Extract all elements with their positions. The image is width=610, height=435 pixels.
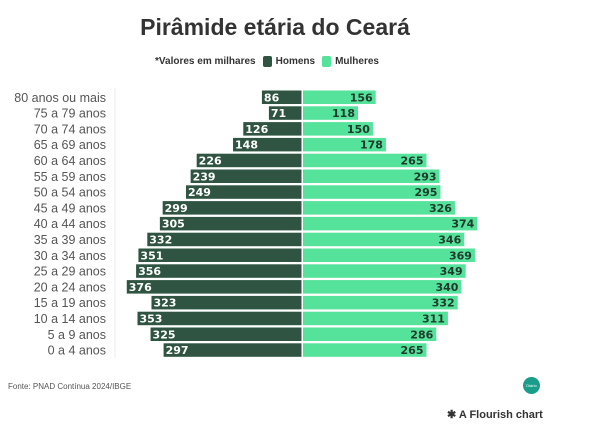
data-label-mulheres: 369	[449, 249, 472, 262]
bar-mulheres[interactable]	[303, 343, 427, 357]
data-label-mulheres: 311	[422, 312, 445, 325]
y-tick-label: 70 a 74 anos	[34, 122, 106, 136]
bar-homens[interactable]	[150, 327, 302, 342]
legend: *Valores em milhares Homens Mulheres	[155, 56, 379, 67]
data-label-mulheres: 265	[401, 344, 424, 357]
y-tick-label: 0 a 4 anos	[48, 344, 106, 358]
y-tick-label: 75 a 79 anos	[34, 107, 106, 121]
y-tick-label: 45 a 49 anos	[34, 201, 106, 215]
bar-homens[interactable]	[136, 264, 302, 278]
data-label-mulheres: 118	[332, 107, 355, 120]
bar-homens[interactable]	[261, 90, 302, 105]
data-label-homens: 239	[193, 170, 216, 183]
y-tick-label: 60 a 64 anos	[34, 154, 106, 168]
y-tick-label: 55 a 59 anos	[34, 170, 106, 184]
bar-homens[interactable]	[138, 248, 302, 263]
bar-homens[interactable]	[147, 232, 302, 247]
flourish-icon: ✱	[447, 409, 457, 421]
y-tick-label: 10 a 14 anos	[34, 312, 106, 326]
bar-mulheres[interactable]	[303, 232, 465, 247]
bar-mulheres[interactable]	[303, 106, 358, 120]
y-tick-label: 40 a 44 anos	[34, 217, 106, 231]
bar-homens[interactable]	[151, 295, 302, 310]
data-label-mulheres: 340	[435, 281, 458, 294]
bar-mulheres[interactable]	[303, 122, 373, 136]
bar-homens[interactable]	[185, 185, 302, 199]
chart-title: Pirâmide etária do Ceará	[140, 14, 410, 40]
bar-homens[interactable]	[163, 343, 302, 357]
legend-swatch-homens	[262, 56, 272, 67]
data-label-mulheres: 265	[401, 154, 424, 167]
y-tick-label: 35 a 39 anos	[34, 233, 106, 247]
bar-mulheres[interactable]	[303, 185, 441, 199]
data-label-mulheres: 156	[350, 91, 373, 104]
y-tick-label: 50 a 54 anos	[34, 186, 106, 200]
data-label-homens: 249	[188, 186, 211, 199]
y-tick-label: 5 a 9 anos	[48, 328, 106, 342]
data-label-homens: 356	[138, 265, 161, 278]
data-label-mulheres: 178	[360, 139, 383, 152]
data-label-homens: 376	[129, 281, 152, 294]
data-label-mulheres: 349	[440, 265, 463, 278]
data-label-mulheres: 295	[415, 186, 438, 199]
legend-swatch-mulheres	[322, 56, 332, 67]
y-tick-label: 20 a 24 anos	[34, 280, 106, 294]
data-label-mulheres: 346	[438, 233, 461, 246]
y-tick-label: 65 a 69 anos	[34, 138, 106, 152]
data-label-homens: 126	[245, 123, 268, 136]
bar-homens[interactable]	[243, 122, 302, 136]
bar-mulheres[interactable]	[303, 90, 376, 105]
bar-homens[interactable]	[126, 280, 302, 294]
data-label-homens: 299	[165, 202, 188, 215]
bar-mulheres[interactable]	[303, 248, 475, 263]
bar-mulheres[interactable]	[303, 169, 440, 184]
y-tick-label: 80 anos ou mais	[14, 91, 106, 105]
data-label-homens: 332	[149, 233, 172, 246]
data-label-homens: 226	[199, 154, 222, 167]
data-label-mulheres: 150	[347, 123, 370, 136]
data-label-mulheres: 293	[414, 170, 437, 183]
subtitle: *Valores em milhares	[155, 56, 256, 67]
y-tick-label: 30 a 34 anos	[34, 249, 106, 263]
diario-logo: Diário	[523, 377, 540, 394]
bar-homens[interactable]	[162, 201, 302, 215]
bar-mulheres[interactable]	[303, 201, 455, 215]
legend-label-mulheres[interactable]: Mulheres	[335, 56, 379, 67]
bar-homens[interactable]	[159, 216, 302, 231]
data-label-mulheres: 332	[432, 297, 455, 310]
data-label-homens: 71	[271, 107, 286, 120]
data-label-homens: 148	[235, 139, 258, 152]
data-label-homens: 353	[140, 312, 163, 325]
bar-mulheres[interactable]	[303, 311, 448, 326]
bar-mulheres[interactable]	[303, 137, 386, 152]
y-tick-label: 15 a 19 anos	[34, 296, 106, 310]
data-label-mulheres: 374	[451, 218, 474, 231]
data-label-homens: 323	[153, 297, 176, 310]
bar-homens[interactable]	[137, 311, 302, 326]
source-note: Fonte: PNAD Contínua 2024/IBGE	[8, 382, 132, 391]
legend-label-homens[interactable]: Homens	[275, 56, 316, 67]
data-label-mulheres: 286	[410, 328, 433, 341]
data-label-mulheres: 326	[429, 202, 452, 215]
bar-homens[interactable]	[233, 137, 302, 152]
bar-homens[interactable]	[190, 169, 302, 184]
bar-mulheres[interactable]	[303, 327, 437, 342]
data-label-homens: 351	[140, 249, 163, 262]
data-label-homens: 86	[264, 91, 280, 104]
bar-homens[interactable]	[196, 153, 302, 168]
flourish-credit[interactable]: ✱ A Flourish chart	[447, 408, 543, 421]
data-label-homens: 305	[162, 218, 185, 231]
bar-mulheres[interactable]	[303, 264, 466, 278]
bar-homens[interactable]	[268, 106, 302, 120]
flourish-label: A Flourish chart	[458, 409, 543, 421]
data-label-homens: 297	[166, 344, 189, 357]
bar-mulheres[interactable]	[303, 280, 462, 294]
bar-mulheres[interactable]	[303, 153, 427, 168]
bar-mulheres[interactable]	[303, 216, 478, 231]
data-label-homens: 325	[153, 328, 176, 341]
bar-mulheres[interactable]	[303, 295, 458, 310]
y-tick-label: 25 a 29 anos	[34, 265, 106, 279]
